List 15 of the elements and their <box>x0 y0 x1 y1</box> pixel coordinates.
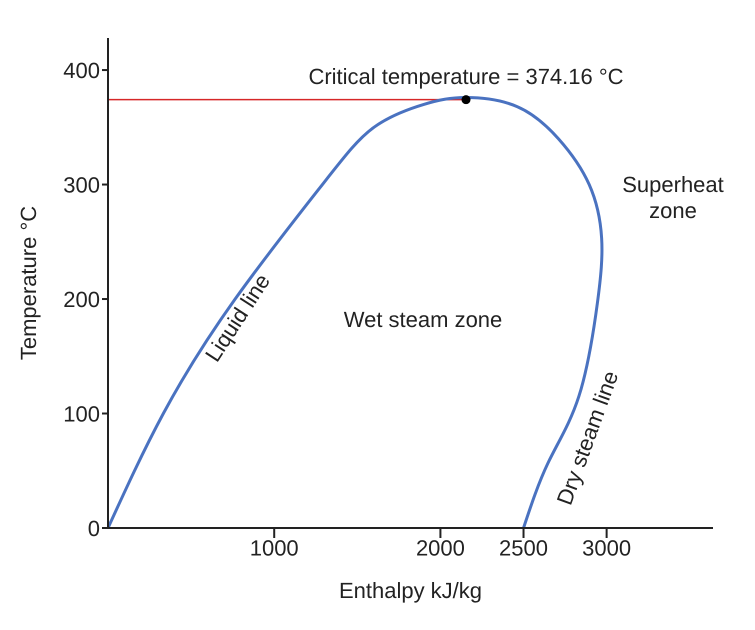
y-axis-title: Temperature °C <box>16 206 41 360</box>
x-tick-label: 2500 <box>499 536 548 561</box>
y-tick-label: 100 <box>63 401 100 426</box>
y-tick-label: 200 <box>63 286 100 312</box>
y-tick-label: 0 <box>88 516 100 541</box>
annotation: Wet steam zone <box>344 307 502 333</box>
x-tick-label: 3000 <box>582 536 632 561</box>
x-tick-label: 1000 <box>250 536 299 561</box>
annotation: Superheat zone <box>621 172 725 224</box>
annotation: Dry steam line <box>552 367 624 509</box>
x-tick-label: 2000 <box>416 536 465 561</box>
x-axis-title: Enthalpy kJ/kg <box>338 578 482 603</box>
y-tick-label: 300 <box>63 172 100 198</box>
y-tick-label: 400 <box>63 58 100 83</box>
annotation: Critical temperature = 374.16 °C <box>308 64 624 90</box>
